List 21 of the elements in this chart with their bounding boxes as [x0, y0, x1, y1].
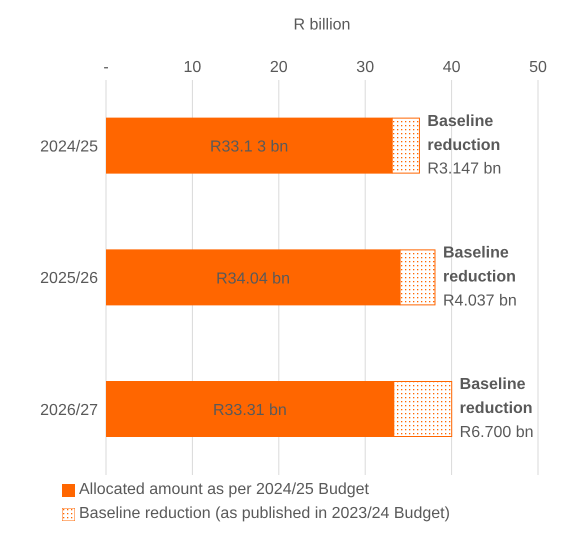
y-tick-label: 2024/25: [40, 138, 98, 156]
x-tick-label: -: [103, 59, 109, 76]
data-label: R3.147 bn: [427, 160, 502, 178]
annotation: Baseline reduction: [427, 112, 500, 154]
y-tick-label: 2025/26: [40, 270, 98, 288]
x-tick-label: 30: [356, 59, 374, 76]
x-axis-title: R billion: [294, 16, 350, 34]
data-label: R4.037 bn: [442, 292, 517, 310]
annotation: Baseline reduction: [460, 376, 533, 418]
legend-label: Baseline reduction (as published in 2023/24 Budget): [79, 505, 450, 523]
y-tick-label: 2026/27: [40, 402, 98, 419]
annotation: Baseline reduction: [442, 244, 516, 286]
data-label: R33.1 3 bn: [210, 138, 288, 156]
x-tick-label: 20: [270, 59, 288, 76]
data-label: R34.04 bn: [216, 270, 290, 288]
x-tick-label: 40: [442, 59, 461, 76]
legend-label: Allocated amount as per 2024/25 Budget: [79, 481, 369, 499]
data-label: R33.31 bn: [212, 402, 287, 420]
x-tick-label: 10: [184, 59, 202, 76]
x-tick-label: 50: [529, 59, 547, 76]
data-label: R6.700 bn: [460, 424, 534, 442]
